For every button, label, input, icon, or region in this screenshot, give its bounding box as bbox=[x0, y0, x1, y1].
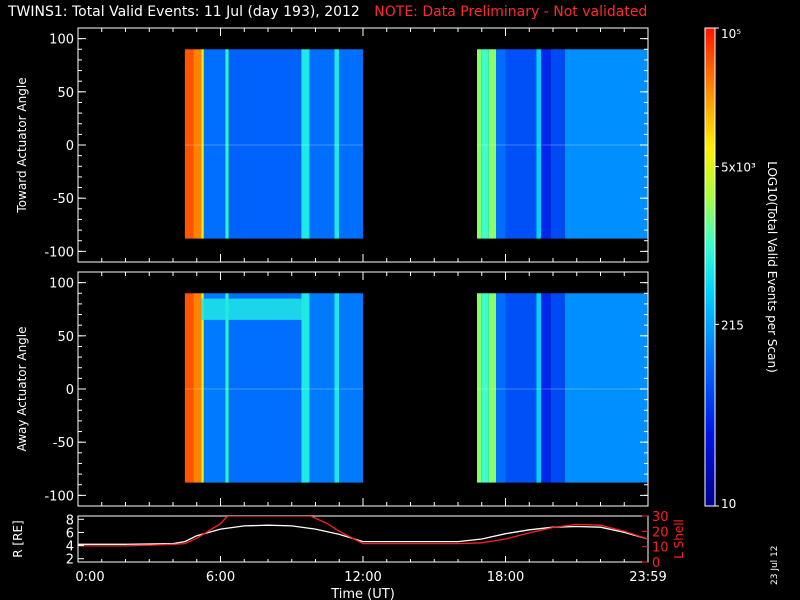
heatmap-column bbox=[550, 293, 565, 483]
heatmap-column bbox=[225, 293, 229, 483]
r-axis-label: R [RE] bbox=[11, 520, 25, 557]
heatmap-column bbox=[225, 49, 229, 239]
heatmap-column bbox=[550, 49, 565, 239]
heatmap-column bbox=[228, 49, 302, 239]
heatmap-column bbox=[301, 293, 310, 483]
lshell-tick-label: 10 bbox=[652, 541, 669, 556]
y-tick-label: 0 bbox=[66, 139, 74, 154]
y-tick-label: -50 bbox=[53, 436, 74, 451]
colorbar-tick-label: 215 bbox=[721, 318, 744, 332]
heatmap-column bbox=[184, 49, 194, 239]
chart-title: TWINS1: Total Valid Events: 11 Jul (day … bbox=[8, 4, 360, 20]
y-tick-label: 100 bbox=[49, 277, 74, 292]
colorbar-tick-label: 5x10³ bbox=[721, 161, 756, 175]
heatmap-column bbox=[541, 293, 551, 483]
heatmap-band bbox=[201, 298, 304, 320]
colorbar-label: LOG10(Total Valid Events per Scan) bbox=[765, 161, 779, 373]
heatmap-column bbox=[228, 293, 302, 483]
heatmap-column bbox=[193, 293, 202, 483]
time-axis-label: Time (UT) bbox=[330, 587, 395, 600]
heatmap-column bbox=[488, 293, 496, 483]
heatmap-column bbox=[564, 293, 648, 483]
heatmap-column bbox=[334, 293, 340, 483]
r-tick-label: 2 bbox=[66, 553, 74, 568]
colorbar: 10⁵ 5x10³ 215 10 LOG10(Total Valid Events pe… bbox=[704, 27, 779, 511]
y-tick-label: 50 bbox=[57, 86, 74, 101]
heatmap-column bbox=[541, 49, 551, 239]
heatmap-column bbox=[564, 49, 648, 239]
heatmap-column bbox=[203, 49, 226, 239]
heatmap-column bbox=[481, 293, 489, 483]
preliminary-note: NOTE: Data Preliminary - Not validated bbox=[374, 4, 648, 20]
heatmap-column bbox=[488, 49, 496, 239]
time-tick-label: 6:00 bbox=[206, 570, 235, 585]
heatmap-column bbox=[201, 293, 204, 483]
y-axis-label: Away Actuator Angle bbox=[15, 326, 29, 451]
heatmap-column bbox=[505, 293, 537, 483]
lshell-tick-label: 30 bbox=[652, 510, 669, 525]
date-stamp: 23 Jul 12 bbox=[770, 545, 780, 586]
colorbar-tick-label: 10⁵ bbox=[721, 27, 741, 41]
r-tick-label: 4 bbox=[66, 540, 74, 555]
r-tick-label: 8 bbox=[66, 513, 74, 528]
heatmap-column bbox=[339, 293, 363, 483]
heatmap-column bbox=[496, 293, 506, 483]
lshell-tick-label: 0 bbox=[652, 556, 660, 571]
heatmap-column bbox=[536, 293, 542, 483]
lshell-axis-label: L Shell bbox=[672, 519, 686, 559]
y-tick-label: 100 bbox=[49, 33, 74, 48]
heatmap-column bbox=[339, 49, 363, 239]
heatmap-column bbox=[193, 49, 202, 239]
heatmap-column bbox=[505, 49, 537, 239]
lshell-tick-label: 20 bbox=[652, 525, 669, 540]
heatmap-column bbox=[477, 49, 482, 239]
heatmap-column bbox=[334, 49, 340, 239]
colorbar-tick-label: 10 bbox=[721, 497, 736, 511]
heatmap-column bbox=[536, 49, 542, 239]
chart-title-row: TWINS1: Total Valid Events: 11 Jul (day … bbox=[8, 4, 647, 20]
heatmap-column bbox=[477, 293, 482, 483]
heatmap-panel-1: 100 50 0 -50 -100 Away Actuator Angle bbox=[15, 271, 649, 507]
colorbar-strip bbox=[704, 27, 716, 507]
heatmap-column bbox=[203, 293, 226, 483]
heatmap-column bbox=[201, 49, 204, 239]
y-axis-label: Toward Actuator Angle bbox=[15, 77, 29, 213]
lshell-series-line bbox=[78, 516, 648, 547]
time-tick-label: 18:00 bbox=[487, 570, 524, 585]
heatmap-column bbox=[496, 49, 506, 239]
y-tick-label: -100 bbox=[44, 489, 74, 504]
time-tick-label: 0:00 bbox=[75, 570, 104, 585]
heatmap-column bbox=[309, 49, 335, 239]
y-tick-label: -100 bbox=[44, 245, 74, 260]
heatmap-column bbox=[481, 49, 489, 239]
orbit-frame bbox=[77, 515, 649, 563]
heatmap-column bbox=[309, 293, 335, 483]
y-tick-label: -50 bbox=[53, 192, 74, 207]
time-tick-label: 23:59 bbox=[629, 570, 666, 585]
heatmap-panel-0: 100 50 0 -50 -100 Toward Actuator Angle bbox=[15, 27, 649, 263]
y-tick-label: 0 bbox=[66, 383, 74, 398]
time-tick-label: 12:00 bbox=[344, 570, 381, 585]
heatmap-column bbox=[184, 293, 194, 483]
r-tick-label: 6 bbox=[66, 526, 74, 541]
y-tick-label: 50 bbox=[57, 330, 74, 345]
heatmap-column bbox=[301, 49, 310, 239]
